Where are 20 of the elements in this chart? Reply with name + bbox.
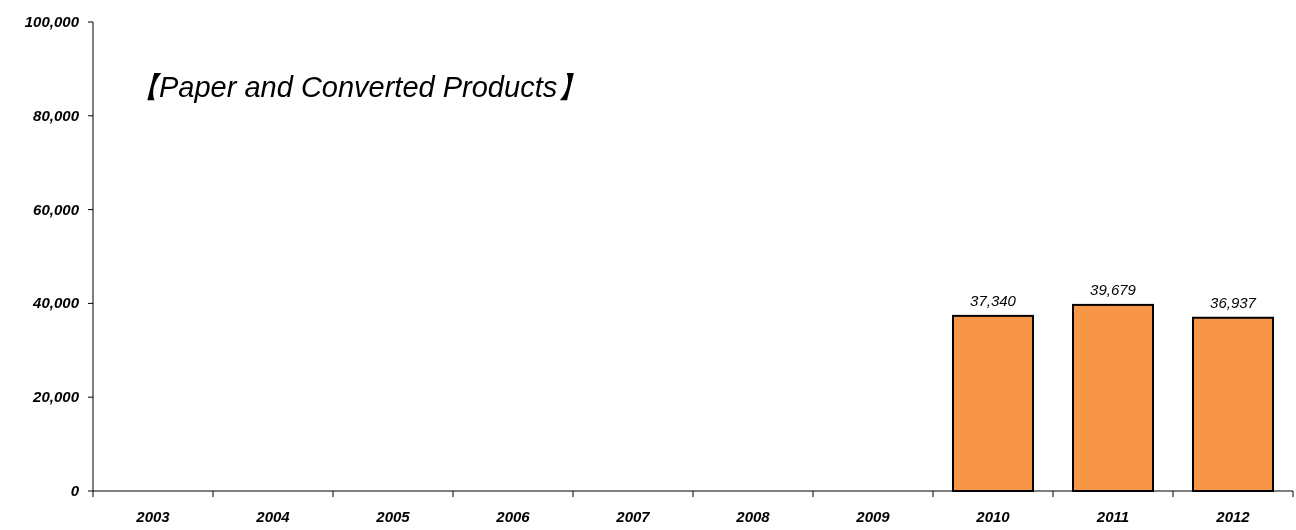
x-tick-label: 2007 — [615, 508, 651, 525]
x-tick-label: 2004 — [255, 508, 291, 525]
x-tick-label: 2005 — [375, 508, 411, 525]
x-tick-label: 2010 — [975, 508, 1011, 525]
x-tick-label: 2003 — [135, 508, 171, 525]
data-label: 36,937 — [1210, 293, 1257, 311]
x-tick-label: 2011 — [1095, 508, 1130, 525]
x-tick-label: 2012 — [1215, 508, 1251, 525]
text: 【Paper and Converted Products】 — [130, 71, 587, 103]
x-tick-label: 2008 — [735, 508, 771, 525]
y-tick-label: 40,000 — [32, 294, 80, 312]
x-tick-label: 2009 — [855, 508, 891, 525]
x-tick-label: 2006 — [495, 508, 531, 525]
y-tick-label: 80,000 — [33, 106, 80, 124]
y-tick-label: 100,000 — [24, 13, 80, 30]
y-tick-label: 20,000 — [32, 388, 80, 406]
y-tick-label: 60,000 — [33, 200, 80, 218]
data-label: 39,679 — [1090, 280, 1137, 298]
data-label: 37,340 — [970, 291, 1017, 309]
y-tick-label: 0 — [70, 482, 80, 499]
